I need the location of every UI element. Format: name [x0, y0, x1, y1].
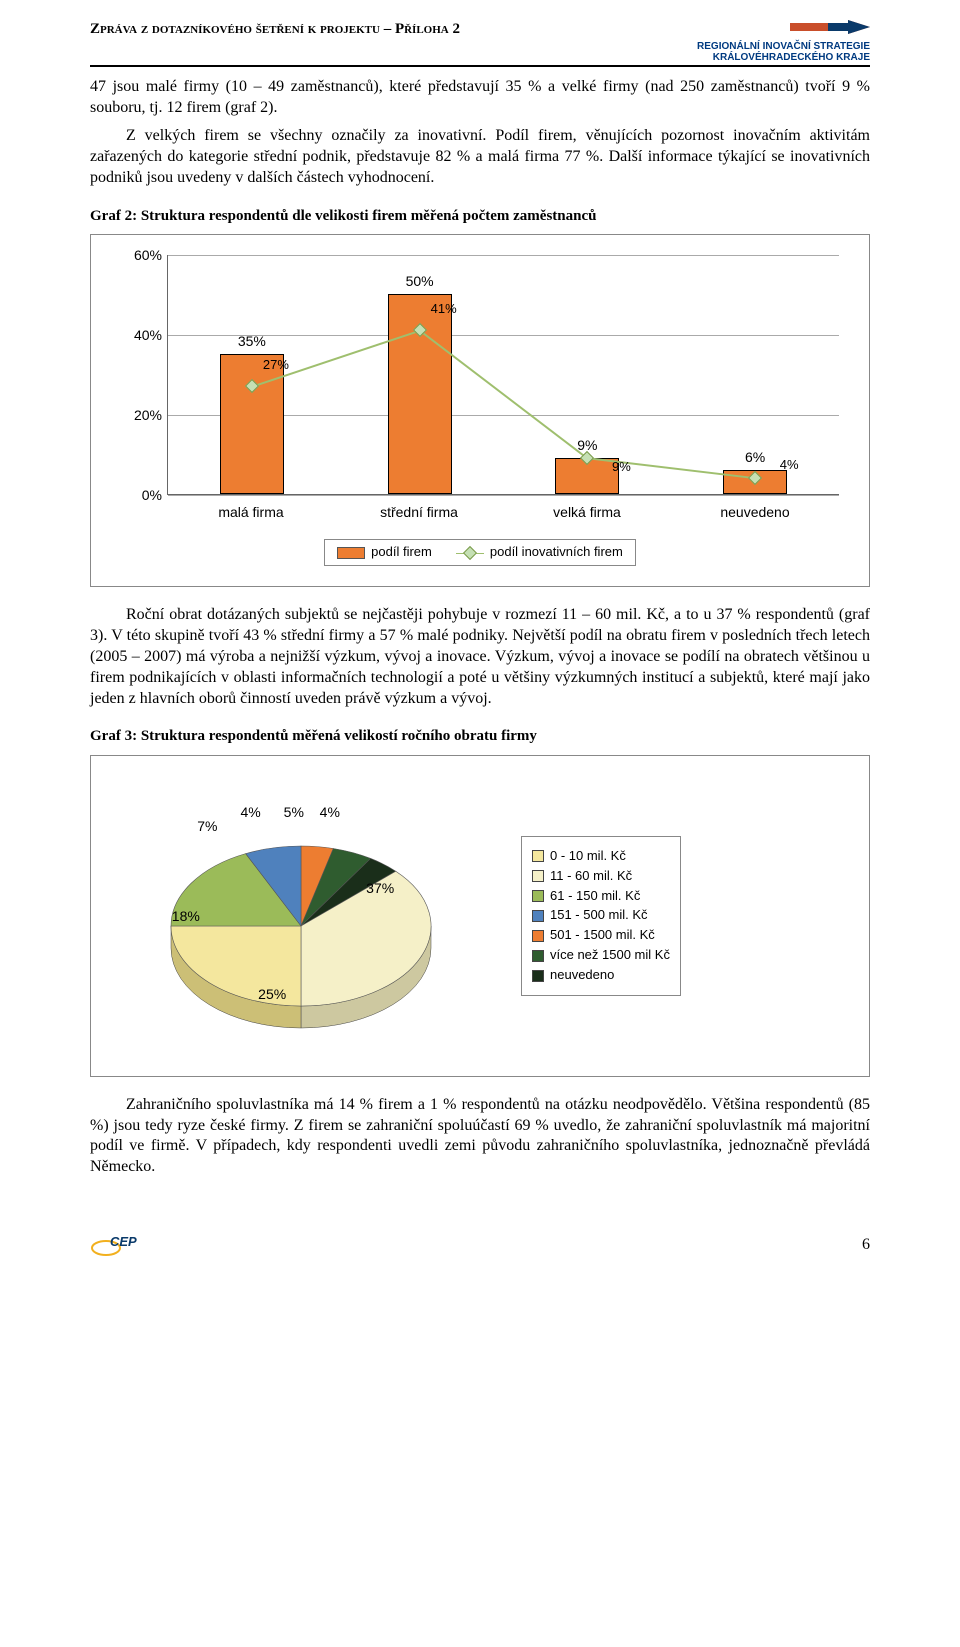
chart3-legend-label: 61 - 150 mil. Kč — [550, 888, 640, 905]
chart3-legend-item: 11 - 60 mil. Kč — [532, 868, 670, 885]
page-header: Zpráva z dotazníkového šetření k projekt… — [90, 20, 870, 67]
chart2-x-label: střední firma — [335, 503, 503, 521]
chart2-bars: 35% 50% 9% 6% — [168, 255, 839, 494]
page-number: 6 — [862, 1235, 870, 1256]
chart2-gridline — [168, 495, 839, 496]
chart2-line-value: 41% — [431, 301, 457, 318]
chart3-legend-swatch — [532, 870, 544, 882]
chart2-bar-group: 50% — [336, 255, 504, 494]
chart2-bar-value: 50% — [406, 272, 434, 290]
chart3-legend-item: 0 - 10 mil. Kč — [532, 848, 670, 865]
chart2-line-value: 27% — [263, 357, 289, 374]
chart2-line-value: 4% — [780, 457, 799, 474]
arrow-icon — [790, 20, 870, 34]
chart2-title: Graf 2: Struktura respondentů dle veliko… — [90, 207, 870, 227]
chart3-legend-swatch — [532, 910, 544, 922]
page-footer: CEP 6 — [90, 1228, 870, 1256]
chart2-bar-value: 6% — [745, 448, 765, 466]
chart3-title: Graf 3: Struktura respondentů měřená vel… — [90, 727, 870, 747]
chart3-slice-label: 4% — [240, 803, 260, 821]
chart3-legend-swatch — [532, 970, 544, 982]
chart2-y-label: 0% — [122, 486, 162, 504]
cep-logo: CEP — [90, 1228, 148, 1256]
chart3-slice-label: 7% — [197, 817, 217, 835]
chart3-slice-label: 4% — [320, 803, 340, 821]
chart3-legend-label: 0 - 10 mil. Kč — [550, 848, 626, 865]
legend-bar-label: podíl firem — [371, 544, 432, 559]
chart2-y-label: 40% — [122, 326, 162, 344]
chart3-legend-swatch — [532, 890, 544, 902]
chart2-bar-group: 35% — [168, 255, 336, 494]
chart3-slice-label: 18% — [172, 907, 200, 925]
final-paragraph: Zahraničního spoluvlastníka má 14 % fire… — [90, 1095, 870, 1178]
chart3-legend-label: 501 - 1500 mil. Kč — [550, 927, 655, 944]
chart2-x-label: velká firma — [503, 503, 671, 521]
chart3-legend-item: 61 - 150 mil. Kč — [532, 888, 670, 905]
chart3-legend-swatch — [532, 950, 544, 962]
chart2-legend: podíl firem podíl inovativních firem — [324, 539, 636, 566]
chart3-legend: 0 - 10 mil. Kč 11 - 60 mil. Kč 61 - 150 mi… — [521, 836, 681, 996]
chart2-plot: 0%20%40%60%35%50%9%6%27%41%9%4% — [167, 255, 839, 495]
chart2-y-label: 60% — [122, 246, 162, 264]
chart2-bar-value: 35% — [238, 332, 266, 350]
chart3-legend-item: neuvedeno — [532, 967, 670, 984]
chart3-legend-item: 151 - 500 mil. Kč — [532, 907, 670, 924]
logo-line2: KRÁLOVÉHRADECKÉHO KRAJE — [697, 52, 870, 63]
chart2-box: 0% 20% 40% 60% 35% 50% 9% 6%27% 41% 9% 4% malá fir… — [90, 234, 870, 587]
chart3-slice-label: 37% — [366, 879, 394, 897]
intro-paragraph-2: Z velkých firem se všechny označily za i… — [90, 126, 870, 188]
chart3-box: 25% 37% 18% 7% 4% 5% 4% 0 - 10 mil. Kč 11 - 60 … — [90, 755, 870, 1077]
chart2-bar-group: 6% — [671, 255, 839, 494]
chart3-slice-label: 5% — [284, 803, 304, 821]
mid-paragraph: Roční obrat dotázaných subjektů se nejča… — [90, 605, 870, 709]
chart2-bar — [220, 354, 284, 494]
header-title: Zpráva z dotazníkového šetření k projekt… — [90, 20, 460, 40]
chart3-legend-item: 501 - 1500 mil. Kč — [532, 927, 670, 944]
chart3-legend-swatch — [532, 850, 544, 862]
intro-paragraph-1: 47 jsou malé firmy (10 – 49 zaměstnanců)… — [90, 77, 870, 119]
chart3-legend-label: více než 1500 mil Kč — [550, 947, 670, 964]
chart3-legend-item: více než 1500 mil Kč — [532, 947, 670, 964]
header-logo: REGIONÁLNÍ INOVAČNÍ STRATEGIE KRÁLOVÉHRA… — [697, 20, 870, 63]
chart2-x-label: malá firma — [167, 503, 335, 521]
chart2-x-axis: malá firmastřední firmavelká firmaneuved… — [167, 503, 839, 521]
chart3-slice-label: 25% — [258, 985, 286, 1003]
chart2-line-value: 9% — [612, 459, 631, 476]
svg-text:CEP: CEP — [110, 1234, 137, 1249]
chart3-legend-label: 151 - 500 mil. Kč — [550, 907, 648, 924]
chart3-legend-label: 11 - 60 mil. Kč — [550, 868, 632, 885]
chart2-x-label: neuvedeno — [671, 503, 839, 521]
legend-line-label: podíl inovativních firem — [490, 544, 623, 559]
logo-line1: REGIONÁLNÍ INOVAČNÍ STRATEGIE — [697, 41, 870, 52]
chart2-y-label: 20% — [122, 406, 162, 424]
chart3-legend-swatch — [532, 930, 544, 942]
chart3-pie: 25% 37% 18% 7% 4% 5% 4% — [121, 776, 481, 1056]
chart3-legend-label: neuvedeno — [550, 967, 614, 984]
